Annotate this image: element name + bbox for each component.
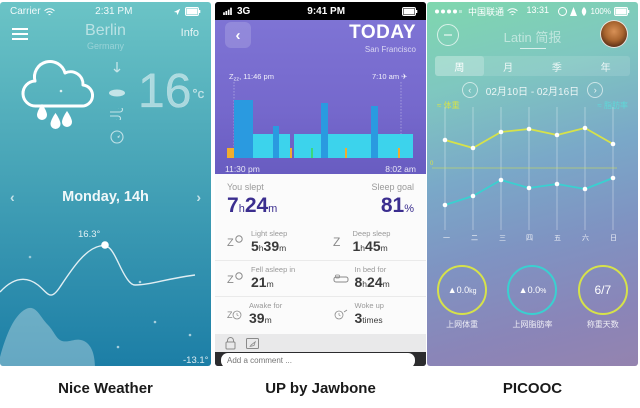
svg-text:Z: Z — [333, 235, 340, 249]
svg-text:Zzz, 11:46 pm: Zzz, 11:46 pm — [229, 72, 274, 83]
svg-text:Z: Z — [227, 237, 234, 249]
svg-text:一: 一 — [443, 235, 450, 242]
svg-text:-13.1°: -13.1° — [183, 355, 209, 366]
svg-text:五: 五 — [554, 234, 561, 242]
svg-text:二: 二 — [471, 235, 478, 242]
svg-text:16.3°: 16.3° — [78, 229, 100, 240]
svg-text:日: 日 — [610, 234, 617, 242]
svg-text:四: 四 — [526, 234, 533, 242]
svg-text:六: 六 — [582, 233, 589, 242]
svg-text:7:10 am ✈: 7:10 am ✈ — [372, 72, 408, 81]
svg-text:三: 三 — [499, 234, 506, 242]
svg-text:Z: Z — [227, 274, 234, 286]
svg-text:0: 0 — [430, 161, 434, 167]
svg-text:Z: Z — [227, 310, 233, 320]
